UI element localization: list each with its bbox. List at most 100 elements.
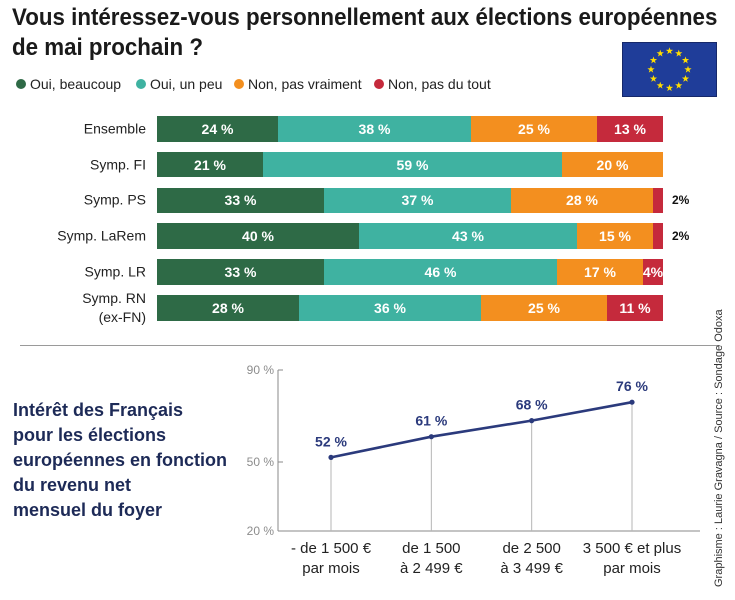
- bar-value-label: 20 %: [596, 156, 629, 173]
- legend-swatch: [234, 79, 244, 89]
- flag-star-icon: [681, 74, 690, 82]
- data-label: 52 %: [315, 433, 347, 449]
- bar-value-label: 15 %: [599, 228, 631, 245]
- legend-label: Non, pas vraiment: [248, 76, 362, 92]
- bar-segment: [481, 295, 607, 321]
- data-point: [529, 418, 535, 424]
- legend-swatch: [16, 79, 26, 89]
- data-point: [428, 434, 434, 440]
- credit-text: Graphisme : Laurie Gravagna / Source : S…: [713, 309, 725, 587]
- bar-segment: [577, 223, 653, 249]
- bar-segment: [157, 259, 324, 285]
- bar-value-label: 2%: [672, 229, 690, 244]
- category-label: Symp. PS: [83, 191, 146, 208]
- bar-value-label: 2%: [672, 193, 690, 208]
- bar-value-label: 36 %: [374, 299, 406, 316]
- legend-swatch: [136, 79, 146, 89]
- bar-value-label: 21 %: [194, 156, 226, 173]
- bar-value-label: 59 %: [396, 156, 429, 173]
- x-tick-label: - de 1 500 € par mois: [291, 540, 372, 577]
- bar-segment: [324, 187, 511, 214]
- category-label: Symp. LR: [84, 263, 146, 280]
- flag-star-icon: [647, 65, 655, 73]
- flag-star-icon: [665, 47, 674, 55]
- data-point: [328, 454, 334, 460]
- legend-item-non-pas-du-tout: Non, pas du tout: [374, 76, 491, 92]
- flag-star-icon: [656, 49, 664, 57]
- bar-value-label: 11 %: [619, 299, 651, 316]
- section-divider: [20, 345, 720, 346]
- bar-value-label: 28 %: [212, 299, 244, 316]
- bar-segment: [157, 223, 359, 249]
- bar-segment: [324, 259, 557, 285]
- x-tick-label: de 2 500 à 3 499 €: [500, 540, 563, 577]
- bar-value-label: 40 %: [242, 228, 274, 245]
- line-chart-title: Intérêt des Français pour les élections …: [13, 400, 228, 520]
- bar-value-label: 37 %: [401, 192, 434, 209]
- bar-segment: [157, 116, 278, 142]
- bar-value-label: 17 %: [584, 263, 616, 280]
- bar-segment: [607, 295, 663, 321]
- series-line: [330, 400, 633, 459]
- flag-star-icon: [675, 49, 683, 57]
- flag-star-icon: [656, 81, 664, 89]
- x-tick-label-line: de 2 500: [502, 540, 560, 557]
- legend-item-non-pas-vraiment: Non, pas vraiment: [234, 76, 362, 92]
- x-tick-label: de 1 500 à 2 499 €: [400, 540, 463, 577]
- category-label: Symp. RN (ex-FN): [82, 289, 146, 325]
- bar-segment: [359, 223, 577, 249]
- bar-value-label: 13 %: [614, 120, 646, 137]
- legend-swatch: [374, 79, 384, 89]
- category-label: Symp. LaRem: [57, 227, 146, 244]
- legend-label: Non, pas du tout: [388, 76, 491, 92]
- stacked-bar-chart: Ensemble 24 % 38 % 25 % 13 % Symp. FI 21 % 59 %…: [57, 116, 690, 325]
- bar-segment: [597, 116, 663, 142]
- legend-label: Oui, un peu: [150, 76, 223, 92]
- y-tick-label: 20 %: [247, 524, 275, 538]
- legend-label: Oui, beaucoup: [30, 76, 122, 92]
- title-container: Vous intéressez-vous personnellement aux…: [12, 3, 735, 67]
- bar-value-label: 24 %: [201, 120, 234, 137]
- flag-star-icon: [665, 84, 674, 92]
- bar-value-label: 43 %: [452, 228, 484, 245]
- x-tick-label-line: 3 500 € et plus: [583, 540, 681, 557]
- bar-value-label: 28 %: [566, 192, 598, 209]
- bar-segment: [157, 295, 299, 321]
- data-label: 61 %: [415, 413, 447, 429]
- bar-value-label: 25 %: [518, 120, 550, 137]
- x-tick-label-line: à 2 499 €: [400, 560, 463, 577]
- bar-segment: [557, 259, 643, 285]
- bar-segment: [562, 151, 663, 178]
- x-tick-label-line: - de 1 500 €: [291, 540, 372, 557]
- bar-segment: [643, 259, 663, 285]
- data-point: [629, 399, 635, 405]
- bar-segment: [278, 116, 471, 142]
- x-tick-label-line: de 1 500: [402, 540, 460, 557]
- bar-segment: [653, 223, 663, 249]
- bar-segment: [157, 151, 263, 178]
- legend-item-oui-beaucoup: Oui, beaucoup: [16, 76, 121, 92]
- bar-value-label: 4%: [642, 263, 664, 280]
- y-tick-label: 50 %: [247, 455, 275, 469]
- data-label: 76 %: [616, 378, 648, 394]
- data-label: 68 %: [516, 397, 548, 413]
- bar-value-label: 33 %: [224, 192, 257, 209]
- bar-segment: [263, 151, 562, 178]
- bar-value-label: 33 %: [224, 263, 257, 280]
- x-tick-label-line: par mois: [603, 560, 661, 577]
- bar-value-label: 25 %: [528, 299, 560, 316]
- bar-value-label: 38 %: [358, 120, 391, 137]
- x-tick-label-line: par mois: [302, 560, 360, 577]
- x-tick-label: 3 500 € et plus par mois: [583, 540, 681, 577]
- legend-item-oui-un-peu: Oui, un peu: [136, 76, 222, 92]
- eu-flag-icon: [622, 42, 717, 97]
- y-tick-label: 90 %: [247, 363, 275, 377]
- bar-segment: [157, 187, 324, 214]
- bar-segment: [471, 116, 597, 142]
- flag-star-icon: [684, 65, 692, 73]
- flag-star-icon: [649, 74, 658, 82]
- bar-segment: [653, 187, 663, 214]
- x-tick-label-line: à 3 499 €: [500, 560, 563, 577]
- bar-segment: [299, 295, 481, 321]
